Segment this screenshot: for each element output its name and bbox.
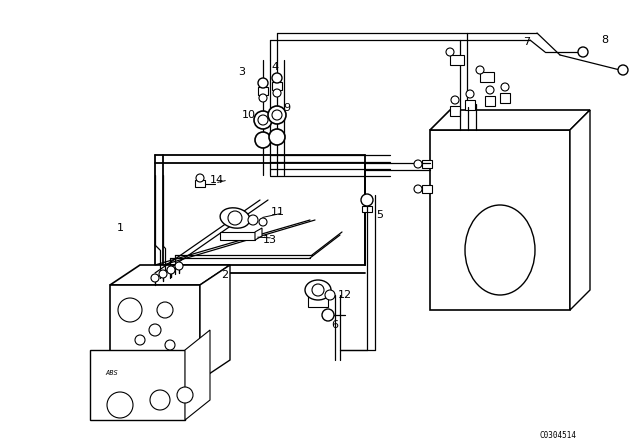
- Circle shape: [175, 262, 183, 270]
- Bar: [485, 96, 495, 106]
- Circle shape: [259, 94, 267, 102]
- Polygon shape: [255, 228, 262, 240]
- Circle shape: [118, 298, 142, 322]
- Circle shape: [486, 86, 494, 94]
- Circle shape: [361, 194, 373, 206]
- Text: 6: 6: [332, 320, 339, 330]
- Polygon shape: [110, 265, 230, 285]
- Circle shape: [322, 309, 334, 321]
- Circle shape: [451, 96, 459, 104]
- Circle shape: [167, 266, 175, 274]
- Circle shape: [254, 111, 272, 129]
- Ellipse shape: [305, 280, 331, 300]
- Circle shape: [150, 390, 170, 410]
- Circle shape: [273, 89, 281, 97]
- Text: 3: 3: [239, 67, 246, 77]
- Text: 4: 4: [271, 62, 278, 72]
- Polygon shape: [200, 265, 230, 380]
- Ellipse shape: [465, 205, 535, 295]
- Bar: [450, 106, 460, 116]
- Bar: [500, 93, 510, 103]
- Text: 5: 5: [376, 210, 383, 220]
- Circle shape: [196, 174, 204, 182]
- Text: 9: 9: [284, 103, 291, 113]
- Bar: [195, 180, 205, 187]
- Circle shape: [312, 284, 324, 296]
- Circle shape: [272, 110, 282, 120]
- Circle shape: [157, 302, 173, 318]
- Polygon shape: [185, 330, 210, 420]
- Polygon shape: [110, 285, 200, 380]
- Text: 14: 14: [210, 175, 224, 185]
- Text: 12: 12: [338, 290, 352, 300]
- Circle shape: [618, 65, 628, 75]
- Circle shape: [259, 218, 267, 226]
- Circle shape: [159, 270, 167, 278]
- Bar: [480, 72, 494, 82]
- Circle shape: [177, 387, 193, 403]
- Circle shape: [446, 48, 454, 56]
- Circle shape: [248, 215, 258, 225]
- Circle shape: [149, 324, 161, 336]
- Bar: [465, 100, 475, 110]
- Polygon shape: [430, 110, 590, 130]
- Bar: [258, 87, 268, 95]
- Polygon shape: [220, 232, 255, 240]
- Circle shape: [272, 73, 282, 83]
- Text: 7: 7: [524, 37, 531, 47]
- Text: C0304514: C0304514: [540, 431, 577, 439]
- Text: 10: 10: [242, 110, 256, 120]
- Circle shape: [258, 115, 268, 125]
- Circle shape: [258, 78, 268, 88]
- Circle shape: [414, 160, 422, 168]
- Circle shape: [466, 90, 474, 98]
- Bar: [272, 82, 282, 90]
- Text: 2: 2: [221, 270, 228, 280]
- Bar: [308, 295, 328, 307]
- Circle shape: [325, 290, 335, 300]
- Text: 13: 13: [263, 235, 277, 245]
- Circle shape: [268, 106, 286, 124]
- Circle shape: [255, 132, 271, 148]
- Polygon shape: [90, 350, 185, 420]
- Bar: [450, 55, 464, 65]
- Bar: [422, 185, 432, 193]
- Text: 8: 8: [602, 35, 609, 45]
- Circle shape: [578, 47, 588, 57]
- Circle shape: [135, 335, 145, 345]
- Circle shape: [269, 129, 285, 145]
- Text: ABS: ABS: [105, 370, 118, 376]
- Circle shape: [476, 66, 484, 74]
- Ellipse shape: [220, 208, 250, 228]
- Text: 11: 11: [271, 207, 285, 217]
- Text: 1: 1: [116, 223, 124, 233]
- Circle shape: [107, 392, 133, 418]
- Polygon shape: [430, 130, 570, 310]
- Polygon shape: [570, 110, 590, 310]
- Circle shape: [165, 340, 175, 350]
- Bar: [422, 160, 432, 168]
- Bar: [362, 206, 372, 212]
- Circle shape: [151, 274, 159, 282]
- Circle shape: [501, 83, 509, 91]
- Circle shape: [414, 185, 422, 193]
- Circle shape: [228, 211, 242, 225]
